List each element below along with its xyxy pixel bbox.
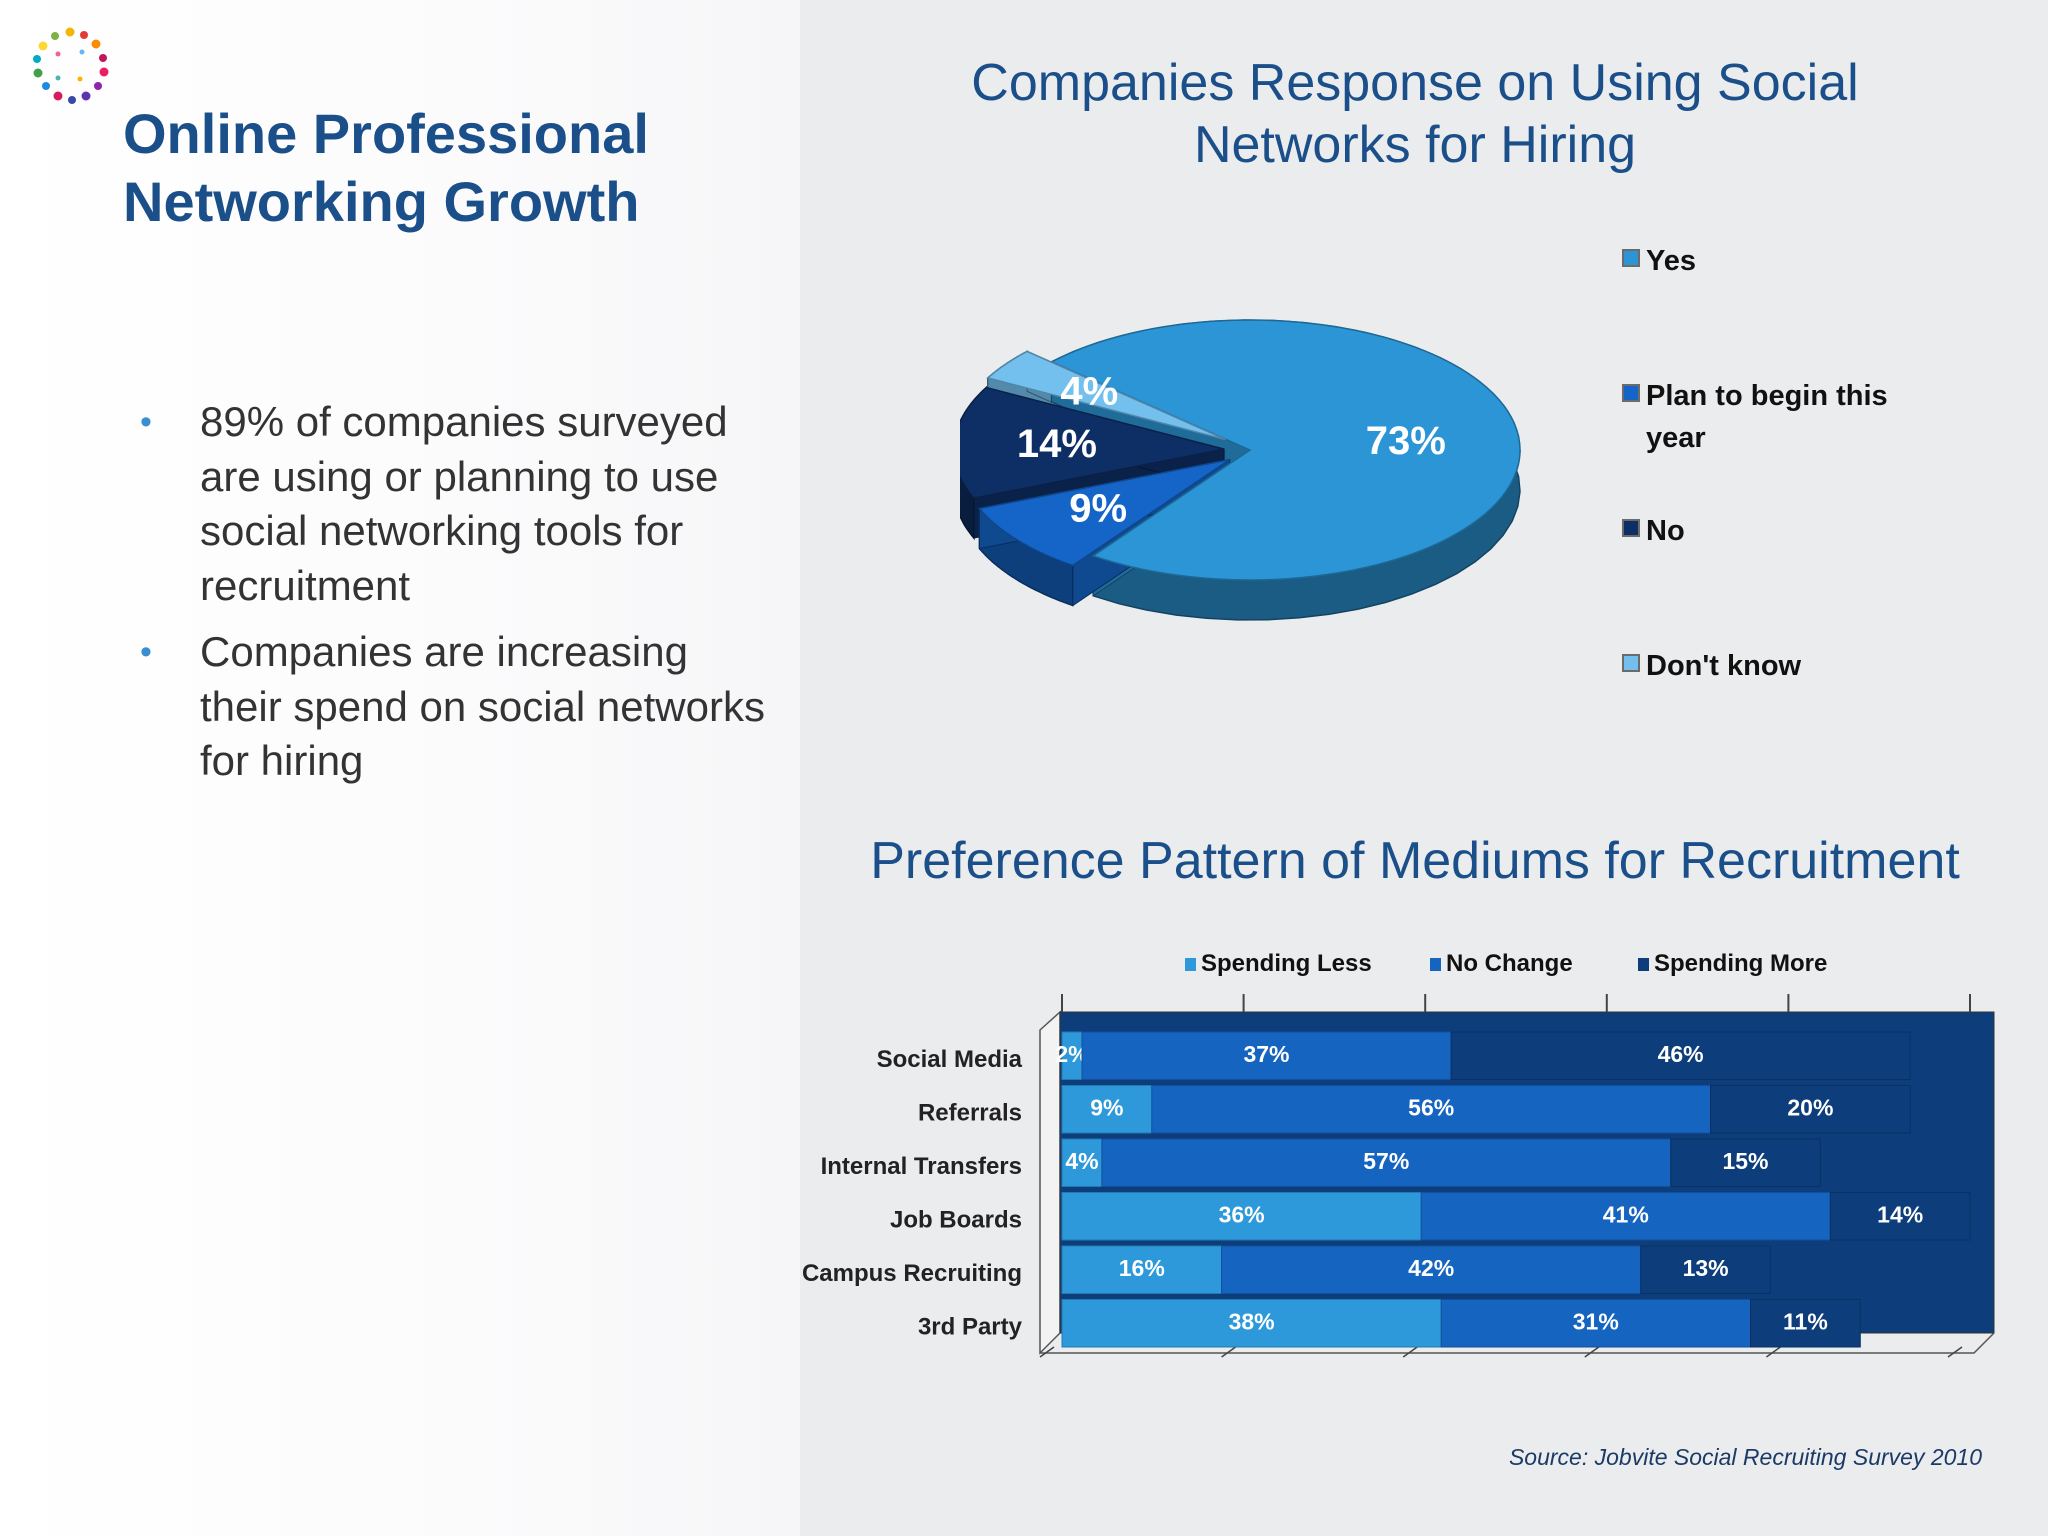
legend-label: No: [1646, 515, 1685, 547]
bar-segment: [1061, 1192, 1422, 1241]
pie-tops: [960, 319, 1521, 581]
legend-swatch: [1622, 519, 1640, 537]
bar-data-label: 14%: [1877, 1202, 1923, 1228]
bar-segment: [1750, 1299, 1861, 1348]
bar-data-label: 57%: [1363, 1148, 1409, 1174]
bar-segment: [1061, 1085, 1153, 1134]
bar-segment: [1151, 1085, 1712, 1134]
bullet-item: • Companies are increasing their spend o…: [140, 625, 780, 789]
bar-legend: Spending Less No Change Spending More: [1185, 950, 1827, 977]
category-label: Referrals: [918, 1100, 1022, 1127]
bullet-list: • 89% of companies surveyed are using or…: [140, 395, 780, 801]
pie-data-label: 73%: [1366, 419, 1446, 463]
bar-data-label: 31%: [1573, 1309, 1619, 1335]
category-label: Campus Recruiting: [802, 1260, 1022, 1287]
legend-swatch: [1622, 654, 1640, 672]
bar-data-label: 15%: [1722, 1148, 1768, 1174]
bar-data-label: 16%: [1119, 1255, 1165, 1281]
legend-label: Plan to begin this year: [1646, 380, 1888, 454]
pie-data-label: 4%: [1060, 370, 1118, 414]
legend-swatch: [1622, 384, 1640, 402]
bar-data-label: 37%: [1243, 1041, 1289, 1067]
source-note: Source: Jobvite Social Recruiting Survey…: [1508, 1444, 1982, 1470]
bar-data-label: 42%: [1408, 1255, 1454, 1281]
bullet-icon: •: [140, 403, 152, 441]
bar-data-label: 11%: [1783, 1309, 1828, 1335]
pie-slice-3: [986, 350, 1226, 441]
pie-chart: 73% 9% 14% 4%: [960, 319, 1521, 621]
bar-chart: Spending Less No Change Spending More Socia…: [802, 950, 1995, 1358]
bar-segment: [1829, 1192, 1971, 1241]
legend-swatch: [1638, 958, 1649, 971]
slide-title: Online Professional Networking Growth: [123, 102, 649, 233]
bar-segment: [1221, 1245, 1642, 1294]
legend-label: No Change: [1446, 950, 1573, 977]
legend-swatch: [1430, 958, 1441, 971]
bar-segment: [1670, 1138, 1821, 1187]
legend-label: Spending Less: [1201, 950, 1372, 977]
bullet-icon: •: [140, 633, 152, 671]
bar-segment: [1710, 1085, 1911, 1134]
bar-segment: [1081, 1031, 1452, 1080]
bar-data-label: 13%: [1683, 1255, 1729, 1281]
bar-data-label: 9%: [1090, 1095, 1123, 1121]
pie-labels: 73% 9% 14% 4%: [1017, 370, 1446, 531]
pie-slice-0: [1049, 319, 1521, 581]
category-label: 3rd Party: [918, 1314, 1023, 1341]
bar-chart-title: Preference Pattern of Mediums for Recrui…: [870, 832, 1960, 890]
pie-slice-1: [978, 458, 1231, 567]
legend-item-plan: Plan to begin this year: [1622, 375, 1922, 459]
bar-data-label: 41%: [1603, 1202, 1649, 1228]
bullet-item: • 89% of companies surveyed are using or…: [140, 395, 780, 613]
legend-item-no: No: [1622, 510, 1922, 552]
bar-segment: [1061, 1138, 1103, 1187]
bar-segment: [1640, 1245, 1771, 1294]
left-panel: [0, 0, 800, 1536]
bar-data-label: 38%: [1229, 1309, 1275, 1335]
bar-rows: Social Media 2% 37% 46%Referrals 9% 56% 20%Int…: [802, 1031, 1971, 1348]
pie-data-label: 9%: [1069, 487, 1127, 531]
legend-label: Yes: [1646, 245, 1696, 277]
pie-chart-title: Companies Response on Using Social Netwo…: [971, 54, 1859, 174]
bar-data-label: 36%: [1219, 1202, 1265, 1228]
bar-data-label: 20%: [1787, 1095, 1833, 1121]
bar-data-label: 46%: [1658, 1041, 1704, 1067]
category-label: Job Boards: [890, 1207, 1022, 1234]
bar-segment: [1101, 1138, 1672, 1187]
legend-label: Don't know: [1646, 650, 1802, 682]
legend-item-yes: Yes: [1622, 240, 1922, 282]
pie-slice-2: [960, 386, 1225, 499]
bar-segment: [1450, 1031, 1911, 1080]
bar-segment: [1061, 1245, 1223, 1294]
legend-item-dont-know: Don't know: [1622, 645, 1922, 687]
legend-swatch: [1185, 958, 1196, 971]
legend-label: Spending More: [1654, 950, 1827, 977]
category-label: Internal Transfers: [821, 1153, 1022, 1180]
logo: [33, 27, 109, 104]
bullet-text: 89% of companies surveyed are using or p…: [200, 398, 728, 609]
bar-data-label: 56%: [1408, 1095, 1454, 1121]
legend-swatch: [1622, 249, 1640, 267]
bar-data-label: 4%: [1065, 1148, 1098, 1174]
pie-data-label: 14%: [1017, 422, 1097, 466]
bullet-text: Companies are increasing their spend on …: [200, 628, 765, 784]
bar-segment: [1440, 1299, 1751, 1348]
category-label: Social Media: [877, 1046, 1023, 1073]
bar-segment: [1061, 1299, 1442, 1348]
